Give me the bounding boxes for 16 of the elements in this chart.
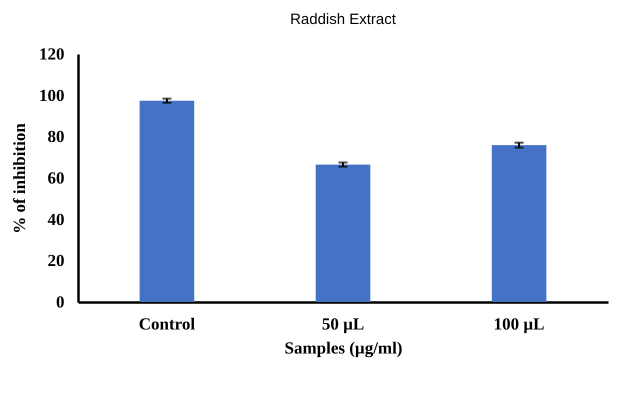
y-tick-label: 20 [48, 251, 64, 270]
y-tick-label: 40 [48, 210, 64, 229]
x-tick-label: Control [138, 314, 196, 334]
x-tick-label: 100 µL [494, 314, 545, 334]
y-tick-label: 100 [39, 86, 64, 105]
bar [316, 164, 370, 302]
bar [140, 100, 194, 302]
x-axis-title: Samples (µg/ml) [284, 338, 402, 358]
y-tick-label: 0 [56, 292, 64, 312]
y-tick-label: 80 [48, 127, 64, 146]
y-axis-title: % of inhibition [10, 122, 29, 234]
y-tick-label: 120 [39, 44, 64, 64]
bar [492, 145, 546, 302]
chart-title: Raddish Extract [290, 11, 397, 28]
y-tick-label: 60 [48, 168, 64, 188]
x-tick-label: 50 µL [322, 314, 364, 334]
